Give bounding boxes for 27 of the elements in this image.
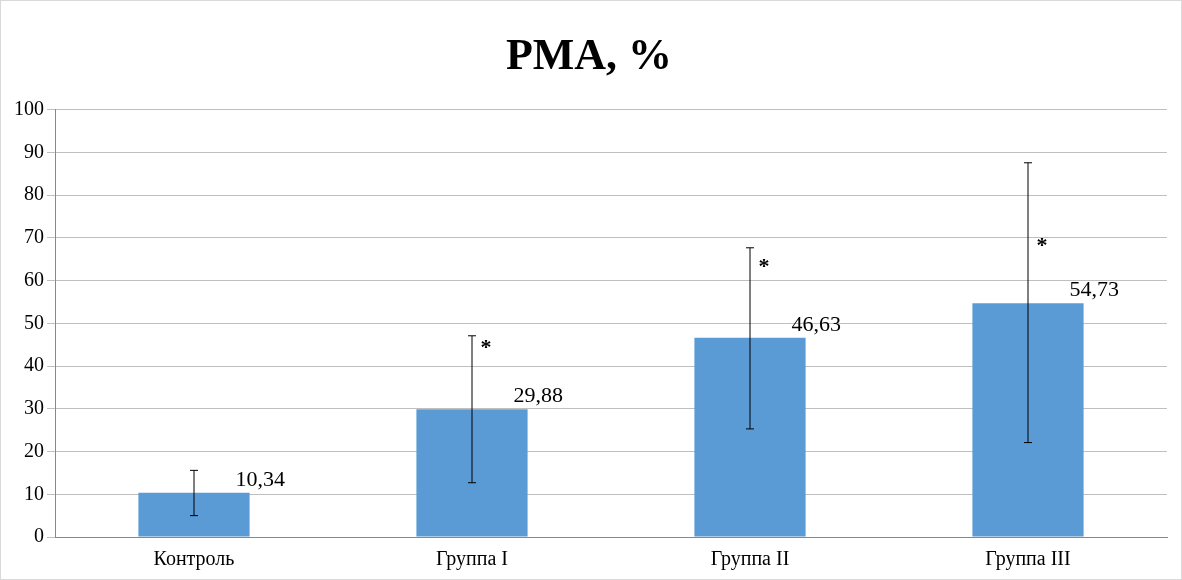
bar [416, 409, 528, 537]
bar [972, 303, 1084, 537]
y-tick-label: 70 [24, 225, 44, 248]
y-tick-label: 90 [24, 139, 44, 162]
data-label: 10,34 [235, 465, 286, 491]
x-tick-label: Контроль [153, 547, 235, 571]
bar [138, 492, 250, 537]
x-tick-label: Группа II [710, 547, 790, 571]
x-tick-label: Группа I [436, 547, 508, 571]
y-tick-label: 0 [34, 524, 44, 547]
annotation: * [758, 253, 770, 279]
data-label: 54,73 [1069, 275, 1120, 301]
y-tick-label: 100 [14, 97, 44, 120]
annotation: * [1036, 231, 1048, 257]
chart-title: PMA, % [505, 29, 673, 79]
y-tick-label: 80 [24, 182, 44, 205]
y-tick-label: 50 [24, 310, 44, 333]
data-label: 46,63 [791, 310, 842, 336]
y-tick-label: 60 [24, 267, 44, 290]
data-label: 29,88 [513, 382, 564, 408]
bar [694, 337, 806, 537]
y-tick-label: 10 [24, 481, 44, 504]
y-tick-label: 40 [24, 353, 44, 376]
annotation: * [480, 334, 492, 360]
y-tick-label: 30 [24, 396, 44, 419]
y-tick-label: 20 [24, 438, 44, 461]
x-tick-label: Группа III [985, 547, 1071, 571]
